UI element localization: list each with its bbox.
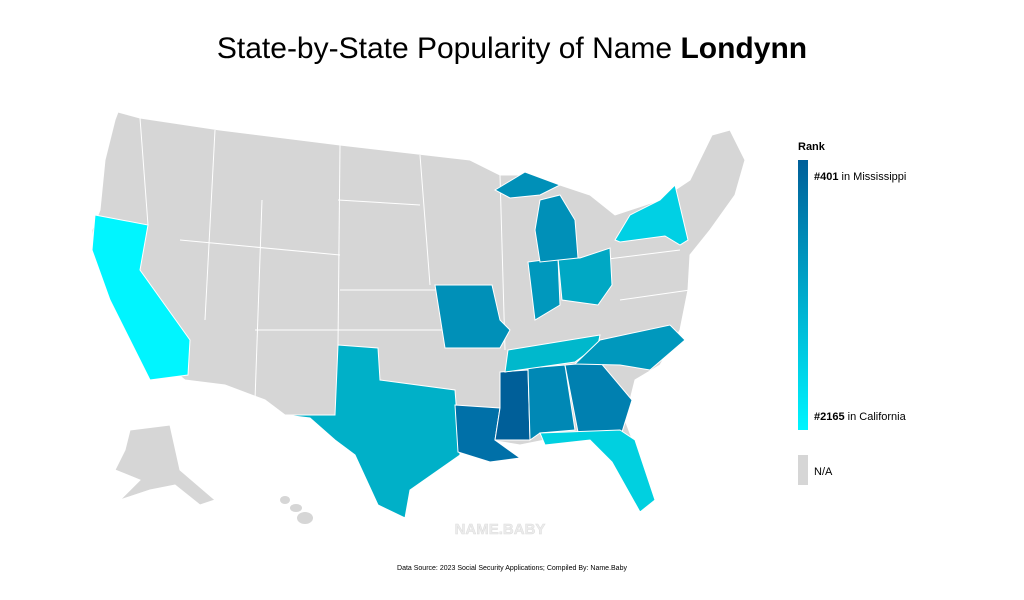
state-borders bbox=[139, 117, 691, 401]
legend: Rank #401 in Mississippi #2165 in Califo… bbox=[798, 141, 907, 485]
watermark: NAME.BABY bbox=[455, 521, 546, 538]
title-text: State-by-State Popularity of Name bbox=[217, 32, 672, 65]
state-florida bbox=[539, 429, 656, 513]
legend-title: Rank bbox=[798, 141, 826, 153]
state-michigan-upper bbox=[493, 171, 562, 199]
legend-bottom-place: in California bbox=[848, 411, 907, 423]
title: State-by-State Popularity of Name Londyn… bbox=[217, 32, 807, 65]
state-new-york bbox=[614, 184, 689, 246]
alaska bbox=[114, 424, 216, 506]
source: Data Source: 2023 Social Security Applic… bbox=[397, 565, 627, 572]
state-ohio bbox=[557, 247, 613, 306]
legend-bottom: #2165 in California bbox=[814, 411, 907, 423]
state-missouri bbox=[434, 284, 511, 349]
us-map bbox=[91, 111, 746, 524]
state-california bbox=[91, 214, 191, 381]
legend-top-place: in Mississippi bbox=[842, 171, 907, 183]
state-texas bbox=[284, 344, 461, 519]
legend-na-swatch bbox=[798, 455, 808, 485]
state-mississippi bbox=[494, 369, 531, 441]
state-alabama bbox=[527, 364, 576, 441]
state-north-carolina bbox=[573, 324, 686, 371]
state-michigan bbox=[534, 194, 579, 263]
legend-bottom-rank: #2165 bbox=[814, 411, 845, 423]
title-name: Londynn bbox=[680, 32, 807, 65]
hawaii bbox=[280, 496, 313, 524]
legend-top-rank: #401 bbox=[814, 171, 838, 183]
legend-na: N/A bbox=[814, 466, 833, 478]
legend-gradient bbox=[798, 160, 808, 430]
legend-top: #401 in Mississippi bbox=[814, 171, 906, 183]
